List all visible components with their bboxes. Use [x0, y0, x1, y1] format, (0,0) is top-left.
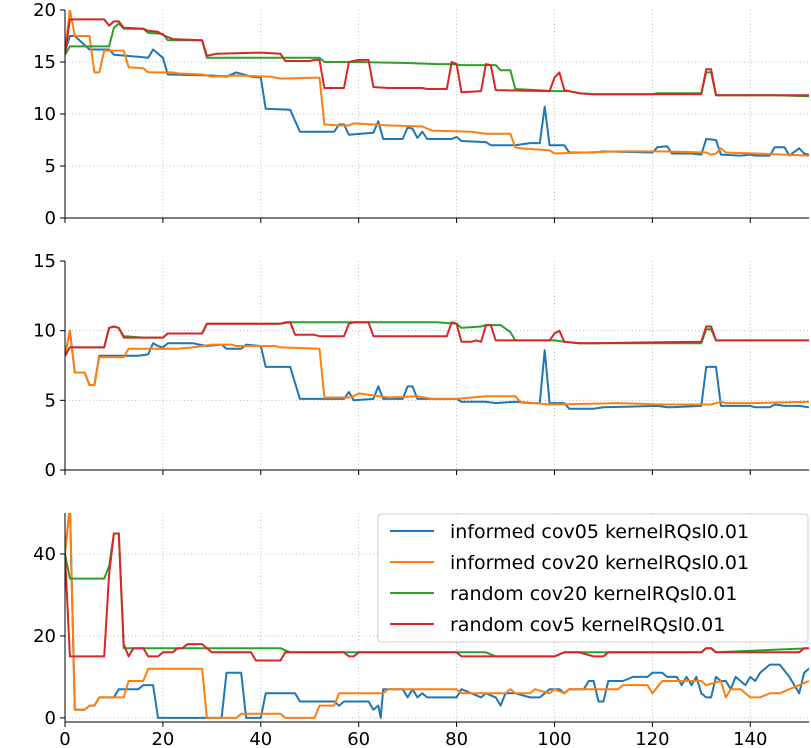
- series-line-2: [65, 513, 809, 719]
- series-line-3: [65, 22, 809, 98]
- y-tick-label: 5: [45, 390, 56, 411]
- panel-3: 0 20 40 60 80 100 120 140 0 20 40 informed cov05 ke…: [33, 513, 809, 748]
- series-line-4: [65, 532, 809, 662]
- series-line-1: [65, 35, 809, 157]
- panel-2: 0 5 10 15: [33, 251, 809, 481]
- legend: informed cov05 kernelRQsl0.01 informed co…: [377, 513, 809, 643]
- y-tick-label: 10: [33, 104, 56, 125]
- x-tick-label: 20: [151, 729, 174, 748]
- x-tick-label: 140: [733, 729, 767, 748]
- y-tick-label: 10: [33, 321, 56, 342]
- series-line-1: [65, 329, 809, 410]
- series-line-4: [65, 18, 809, 97]
- y-tick-label: 0: [45, 708, 56, 729]
- panel-1: 0 5 10 15 20: [33, 0, 809, 229]
- x-tick-label: 80: [445, 729, 468, 748]
- x-tick-label: 0: [59, 729, 70, 748]
- series-line-2: [65, 10, 809, 157]
- series-line-3: [65, 321, 809, 357]
- series-line-4: [65, 321, 809, 357]
- y-tick-label: 20: [33, 0, 56, 21]
- y-tick-label: 5: [45, 156, 56, 177]
- legend-label: informed cov20 kernelRQsl0.01: [450, 552, 749, 574]
- y-tick-label: 40: [33, 544, 56, 565]
- y-tick-label: 15: [33, 251, 56, 272]
- legend-label: random cov20 kernelRQsl0.01: [450, 583, 737, 605]
- x-tick-label: 60: [347, 729, 370, 748]
- y-tick-label: 0: [45, 208, 56, 229]
- legend-box: [377, 513, 809, 643]
- legend-label: random cov5 kernelRQsl0.01: [450, 614, 725, 636]
- x-tick-label: 120: [635, 729, 669, 748]
- y-tick-label: 20: [33, 626, 56, 647]
- series-line-2: [65, 329, 809, 406]
- legend-label: informed cov05 kernelRQsl0.01: [450, 521, 749, 543]
- y-tick-label: 0: [45, 460, 56, 481]
- x-tick-label: 100: [537, 729, 571, 748]
- x-tick-label: 40: [249, 729, 272, 748]
- y-tick-label: 15: [33, 52, 56, 73]
